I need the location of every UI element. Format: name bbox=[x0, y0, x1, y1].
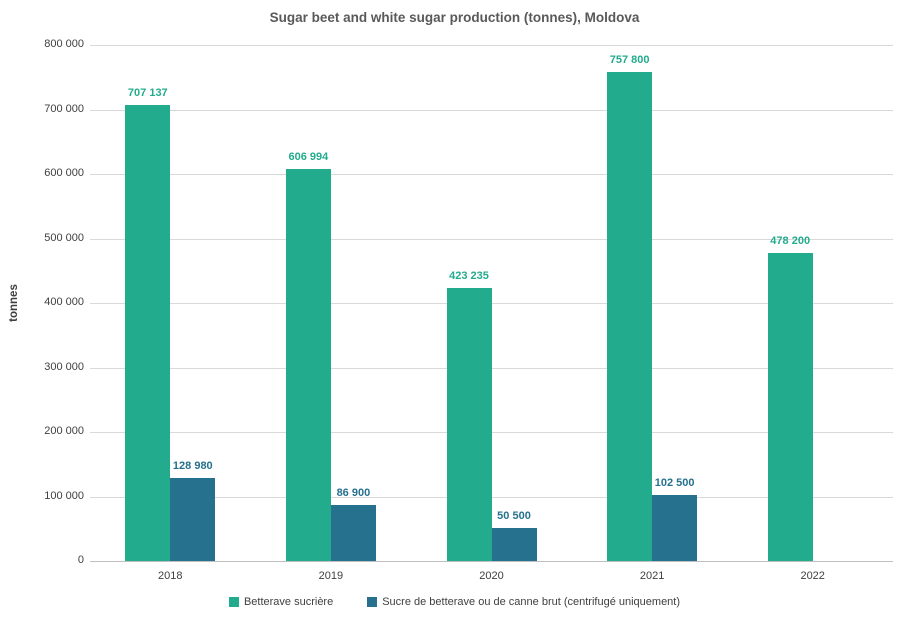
chart-title: Sugar beet and white sugar production (t… bbox=[269, 10, 640, 25]
bar-value-label: 50 500 bbox=[497, 510, 531, 523]
gridline bbox=[90, 432, 893, 433]
bar-value-label: 86 900 bbox=[336, 486, 371, 499]
y-tick-label: 400 000 bbox=[44, 296, 84, 308]
legend-item: Betterave sucrière bbox=[228, 596, 334, 608]
bar-sucre-2018 bbox=[170, 477, 216, 561]
bar-value-label: 128 980 bbox=[172, 459, 213, 472]
y-tick-label: 200 000 bbox=[44, 425, 84, 437]
legend-swatch bbox=[228, 597, 239, 607]
y-tick-label: 300 000 bbox=[44, 360, 84, 373]
y-tick-label: 500 000 bbox=[44, 231, 84, 244]
gridline bbox=[90, 238, 893, 240]
y-tick-label: 100 000 bbox=[44, 489, 84, 502]
bar-value-label: 478 200 bbox=[770, 234, 811, 247]
legend: Betterave sucrière Sucre de betterave ou … bbox=[0, 596, 909, 608]
x-tick-label: 2020 bbox=[479, 570, 504, 582]
x-tick-label: 2019 bbox=[318, 570, 344, 582]
bar-sucre-2020 bbox=[491, 528, 537, 561]
y-tick-label: 0 bbox=[77, 554, 84, 566]
y-tick-label: 800 000 bbox=[44, 38, 84, 50]
bar-betterave-2020 bbox=[446, 288, 492, 561]
x-tick-label: 2022 bbox=[800, 570, 825, 582]
gridline bbox=[90, 45, 893, 46]
gridline bbox=[90, 303, 893, 304]
legend-item: Sucre de betterave ou de canne brut (cen… bbox=[367, 596, 680, 608]
bar-value-label: 757 800 bbox=[609, 54, 650, 67]
legend-label: Betterave sucrière bbox=[243, 596, 334, 608]
bar-betterave-2021 bbox=[607, 72, 653, 561]
bar-betterave-2018 bbox=[125, 104, 171, 561]
x-tick-label: 2018 bbox=[158, 570, 183, 582]
gridline bbox=[90, 174, 893, 175]
y-tick-label: 700 000 bbox=[44, 102, 84, 115]
bar-sucre-2021 bbox=[652, 494, 698, 561]
gridline bbox=[90, 367, 893, 369]
bar-value-label: 102 500 bbox=[654, 476, 695, 489]
bar-value-label: 707 137 bbox=[127, 86, 168, 99]
legend-label: Sucre de betterave ou de canne brut (cen… bbox=[382, 596, 681, 608]
x-tick-label: 2021 bbox=[639, 570, 665, 582]
gridline bbox=[90, 496, 893, 498]
x-axis-line bbox=[90, 561, 893, 562]
bar-sucre-2019 bbox=[330, 504, 376, 561]
legend-swatch bbox=[367, 597, 378, 607]
bar-betterave-2019 bbox=[285, 169, 331, 561]
bar-betterave-2022 bbox=[767, 252, 813, 561]
bar-value-label: 423 235 bbox=[449, 270, 489, 282]
gridline bbox=[90, 109, 893, 111]
bar-value-label: 606 994 bbox=[288, 151, 329, 164]
y-tick-label: 600 000 bbox=[44, 167, 84, 179]
